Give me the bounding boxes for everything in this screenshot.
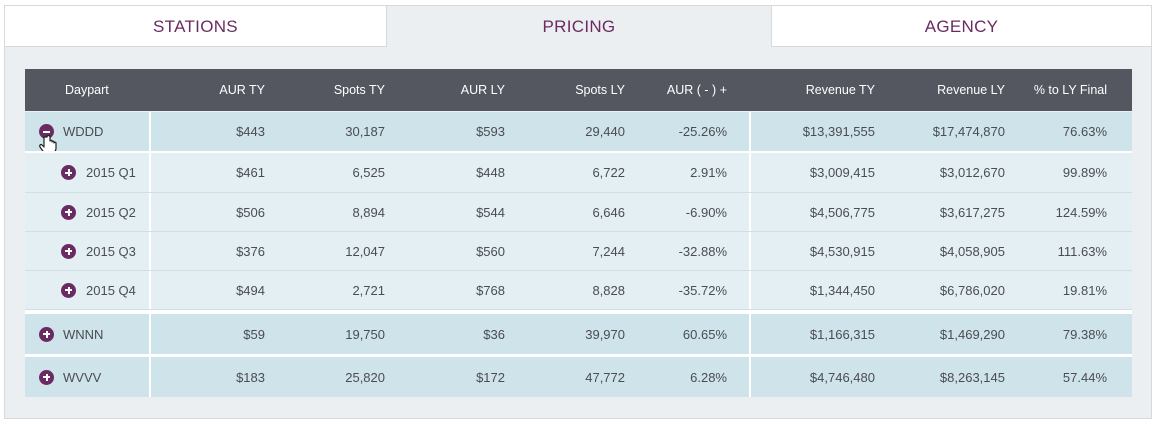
cell-spots-ty: 12,047 <box>345 243 385 259</box>
cell-pct-ly: 19.81% <box>1062 282 1107 298</box>
cell-pct-ly: 79.38% <box>1062 326 1107 342</box>
cell-spots-ty: 25,820 <box>345 369 385 385</box>
collapse-icon[interactable] <box>39 124 54 139</box>
cell-spots-ty: 2,721 <box>352 282 385 298</box>
cell-aur-ty: $443 <box>236 124 265 139</box>
cell-revenue-ty: $4,506,775 <box>809 204 875 220</box>
cell-aur-diff: 2.91% <box>690 165 727 180</box>
row-label: WVVV <box>63 369 102 385</box>
cell-revenue-ty: $4,530,915 <box>809 243 875 259</box>
tab-pricing[interactable]: PRICING <box>387 6 771 47</box>
cell-aur-diff: -25.26% <box>678 124 727 139</box>
cell-spots-ly: 47,772 <box>585 369 625 385</box>
hand-cursor-icon <box>39 134 57 155</box>
expand-icon[interactable] <box>61 243 76 259</box>
cell-revenue-ty: $1,166,315 <box>809 326 875 342</box>
pricing-table: Daypart AUR TY Spots TY AUR LY Spots LY … <box>25 69 1132 399</box>
table-row-2015-q1[interactable]: 2015 Q1 $461 6,525 $448 6,722 2.91% $3,0… <box>25 153 1132 193</box>
col-header-spots-ly[interactable]: Spots LY <box>575 83 625 97</box>
cell-spots-ty: 30,187 <box>345 124 385 139</box>
table-row-2015-q2[interactable]: 2015 Q2 $506 8,894 $544 6,646 -6.90% $4,… <box>25 193 1132 232</box>
cell-aur-ly: $448 <box>476 165 505 180</box>
cell-aur-diff: -35.72% <box>678 282 727 298</box>
expand-icon[interactable] <box>61 165 76 180</box>
table-row-2015-q4[interactable]: 2015 Q4 $494 2,721 $768 8,828 -35.72% $1… <box>25 271 1132 310</box>
cell-aur-diff: 6.28% <box>690 369 727 385</box>
row-label: 2015 Q1 <box>86 165 136 180</box>
expand-icon[interactable] <box>39 369 54 385</box>
cell-spots-ly: 6,722 <box>592 165 625 180</box>
col-header-pct-ly[interactable]: % to LY Final <box>1033 83 1107 97</box>
cell-pct-ly: 99.89% <box>1062 165 1107 180</box>
cell-spots-ty: 8,894 <box>352 204 385 220</box>
col-header-aur-ty[interactable]: AUR TY <box>219 83 265 97</box>
cell-pct-ly: 76.63% <box>1062 124 1107 139</box>
cell-spots-ly: 39,970 <box>585 326 625 342</box>
cell-revenue-ly: $1,469,290 <box>939 326 1005 342</box>
cell-revenue-ty: $4,746,480 <box>809 369 875 385</box>
expand-icon[interactable] <box>61 282 76 298</box>
cell-aur-ly: $593 <box>476 124 505 139</box>
cell-pct-ly: 57.44% <box>1062 369 1107 385</box>
cell-pct-ly: 111.63% <box>1057 243 1107 259</box>
table-row-wvvv[interactable]: WVVV $183 25,820 $172 47,772 6.28% $4,74… <box>25 357 1132 397</box>
tab-agency[interactable]: AGENCY <box>771 6 1151 47</box>
col-header-revenue-ly[interactable]: Revenue LY <box>937 83 1005 97</box>
cell-aur-ty: $506 <box>236 204 265 220</box>
cell-aur-ly: $172 <box>476 369 505 385</box>
cell-spots-ty: 19,750 <box>345 326 385 342</box>
row-label: WDDD <box>63 124 104 139</box>
row-label: 2015 Q4 <box>86 282 136 298</box>
cell-aur-ty: $183 <box>236 369 265 385</box>
cell-aur-diff: -6.90% <box>685 204 727 220</box>
cell-aur-diff: -32.88% <box>678 243 727 259</box>
cell-revenue-ly: $3,617,275 <box>939 204 1005 220</box>
cell-spots-ty: 6,525 <box>352 165 385 180</box>
cell-aur-ly: $560 <box>476 243 505 259</box>
cell-revenue-ty: $3,009,415 <box>809 165 875 180</box>
row-label: 2015 Q2 <box>86 204 136 220</box>
col-header-aur-diff[interactable]: AUR ( - ) + <box>666 83 727 97</box>
cell-revenue-ty: $13,391,555 <box>802 124 875 139</box>
col-header-revenue-ty[interactable]: Revenue TY <box>805 83 875 97</box>
tab-bar: STATIONS PRICING AGENCY <box>5 6 1151 47</box>
cell-aur-ty: $494 <box>236 282 265 298</box>
cell-spots-ly: 7,244 <box>592 243 625 259</box>
expand-icon[interactable] <box>61 204 76 220</box>
tab-stations[interactable]: STATIONS <box>5 6 387 47</box>
cell-aur-ly: $768 <box>476 282 505 298</box>
cell-aur-ly: $544 <box>476 204 505 220</box>
col-header-daypart[interactable]: Daypart <box>65 83 109 97</box>
table-header: Daypart AUR TY Spots TY AUR LY Spots LY … <box>25 69 1132 111</box>
cell-spots-ly: 8,828 <box>592 282 625 298</box>
expand-icon[interactable] <box>39 326 54 342</box>
cell-aur-ty: $461 <box>236 165 265 180</box>
cell-revenue-ly: $3,012,670 <box>939 165 1005 180</box>
cell-revenue-ly: $17,474,870 <box>932 124 1005 139</box>
table-row-2015-q3[interactable]: 2015 Q3 $376 12,047 $560 7,244 -32.88% $… <box>25 232 1132 271</box>
cell-pct-ly: 124.59% <box>1055 204 1107 220</box>
row-label: WNNN <box>63 326 104 342</box>
cell-revenue-ly: $6,786,020 <box>939 282 1005 298</box>
cell-spots-ly: 6,646 <box>592 204 625 220</box>
cell-revenue-ly: $8,263,145 <box>939 369 1005 385</box>
cell-revenue-ly: $4,058,905 <box>939 243 1005 259</box>
cell-spots-ly: 29,440 <box>585 124 625 139</box>
table-row-wddd[interactable]: WDDD $443 30,187 $593 29,440 -25.26% $13… <box>25 112 1132 155</box>
cell-aur-ty: $59 <box>243 326 265 342</box>
table-row-wnnn[interactable]: WNNN $59 19,750 $36 39,970 60.65% $1,166… <box>25 314 1132 354</box>
pricing-panel: STATIONS PRICING AGENCY Daypart AUR TY S… <box>4 5 1152 419</box>
row-label: 2015 Q3 <box>86 243 136 259</box>
cell-aur-diff: 60.65% <box>682 326 727 342</box>
cell-aur-ty: $376 <box>236 243 265 259</box>
col-header-aur-ly[interactable]: AUR LY <box>460 83 505 97</box>
cell-aur-ly: $36 <box>483 326 505 342</box>
col-header-spots-ty[interactable]: Spots TY <box>333 83 385 97</box>
cell-revenue-ty: $1,344,450 <box>809 282 875 298</box>
